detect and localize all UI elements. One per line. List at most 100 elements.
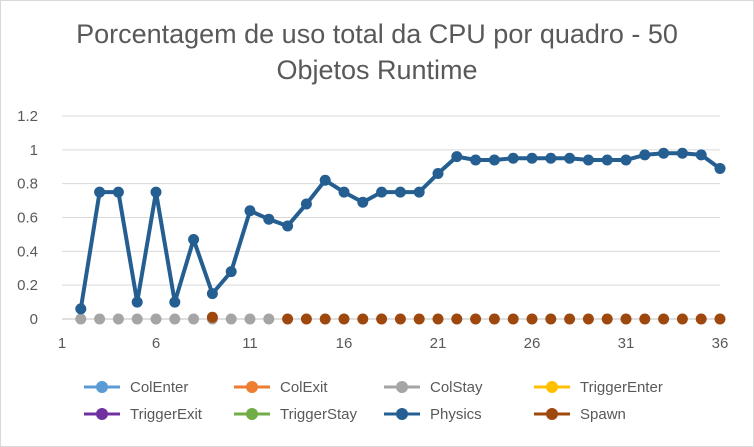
x-tick-label-1: 6 <box>152 335 160 352</box>
legend-label-triggerstay: TriggerStay <box>280 406 357 423</box>
data-point-physics <box>695 149 707 161</box>
data-point-physics <box>300 198 312 210</box>
data-point-physics <box>582 154 594 166</box>
data-point-spawn <box>488 313 500 325</box>
data-point-spawn <box>676 313 688 325</box>
data-point-spawn <box>394 313 406 325</box>
data-point-spawn <box>545 313 557 325</box>
chart-title-line-2: Objetos Runtime <box>276 55 478 85</box>
data-point-spawn <box>620 313 632 325</box>
data-point-physics <box>206 288 218 300</box>
data-point-physics <box>319 174 331 186</box>
data-point-physics <box>601 154 613 166</box>
x-tick-label-0: 1 <box>58 335 66 352</box>
data-point-physics <box>225 266 237 278</box>
data-point-physics <box>564 152 576 164</box>
legend-marker-triggerstay <box>246 408 258 420</box>
data-point-spawn <box>282 313 294 325</box>
y-tick-label-2: 0.4 <box>17 243 38 260</box>
x-tick-label-6: 31 <box>618 335 635 352</box>
data-point-physics <box>338 186 350 198</box>
data-point-spawn <box>582 313 594 325</box>
data-point-colstay <box>94 313 106 325</box>
data-point-spawn <box>639 313 651 325</box>
data-point-spawn <box>319 313 331 325</box>
data-point-spawn <box>413 313 425 325</box>
data-point-physics <box>75 303 87 315</box>
data-point-spawn <box>206 311 218 323</box>
data-point-colstay <box>244 313 256 325</box>
data-point-spawn <box>526 313 538 325</box>
legend-marker-colstay <box>396 381 408 393</box>
data-point-physics <box>413 186 425 198</box>
chart-title-line-1: Porcentagem de uso total da CPU por quad… <box>76 19 678 49</box>
data-point-physics <box>94 186 106 198</box>
data-point-spawn <box>451 313 463 325</box>
chart-title: Porcentagem de uso total da CPU por quad… <box>0 16 754 88</box>
legend-marker-spawn <box>546 408 558 420</box>
data-point-spawn <box>338 313 350 325</box>
data-point-colstay <box>75 313 87 325</box>
data-point-colstay <box>225 313 237 325</box>
y-tick-label-6: 1.2 <box>17 108 38 125</box>
data-point-physics <box>112 186 124 198</box>
data-point-spawn <box>470 313 482 325</box>
x-tick-label-2: 11 <box>242 335 258 352</box>
data-point-spawn <box>601 313 613 325</box>
data-point-physics <box>639 149 651 161</box>
legend-label-triggerexit: TriggerExit <box>130 406 203 423</box>
y-tick-label-3: 0.6 <box>17 210 38 227</box>
data-point-physics <box>507 152 519 164</box>
data-point-spawn <box>432 313 444 325</box>
y-tick-label-1: 0.2 <box>17 277 38 294</box>
data-point-colstay <box>150 313 162 325</box>
data-point-spawn <box>714 313 726 325</box>
data-point-physics <box>282 220 294 232</box>
x-tick-label-3: 16 <box>336 335 353 352</box>
data-point-colstay <box>112 313 124 325</box>
data-point-physics <box>658 147 670 159</box>
data-point-physics <box>620 154 632 166</box>
data-point-spawn <box>564 313 576 325</box>
data-point-spawn <box>300 313 312 325</box>
data-point-physics <box>131 296 143 308</box>
x-tick-label-4: 21 <box>430 335 447 352</box>
data-point-physics <box>676 147 688 159</box>
data-point-physics <box>357 196 369 208</box>
legend-label-colexit: ColExit <box>280 379 328 396</box>
data-point-physics <box>714 162 726 174</box>
data-point-physics <box>169 296 181 308</box>
y-tick-label-4: 0.8 <box>17 176 38 193</box>
y-tick-label-0: 0 <box>30 311 38 328</box>
legend-label-colenter: ColEnter <box>130 379 188 396</box>
legend-marker-triggerexit <box>96 408 108 420</box>
x-tick-label-7: 36 <box>712 335 729 352</box>
data-point-physics <box>188 233 200 245</box>
data-point-physics <box>470 154 482 166</box>
legend-marker-triggerenter <box>546 381 558 393</box>
legend-label-colstay: ColStay <box>430 379 483 396</box>
data-point-colstay <box>188 313 200 325</box>
data-point-physics <box>244 205 256 217</box>
data-point-physics <box>432 168 444 180</box>
data-point-colstay <box>169 313 181 325</box>
data-point-spawn <box>507 313 519 325</box>
data-point-physics <box>376 186 388 198</box>
data-point-colstay <box>131 313 143 325</box>
data-point-physics <box>526 152 538 164</box>
x-tick-label-5: 26 <box>524 335 541 352</box>
legend-label-triggerenter: TriggerEnter <box>580 379 663 396</box>
legend-label-physics: Physics <box>430 406 482 423</box>
data-point-physics <box>488 154 500 166</box>
data-point-spawn <box>376 313 388 325</box>
legend-marker-physics <box>396 408 408 420</box>
data-point-physics <box>263 213 275 225</box>
legend-marker-colenter <box>96 381 108 393</box>
data-point-physics <box>150 186 162 198</box>
data-point-physics <box>545 152 557 164</box>
legend-label-spawn: Spawn <box>580 406 626 423</box>
y-tick-label-5: 1 <box>30 142 38 159</box>
data-point-spawn <box>357 313 369 325</box>
data-point-physics <box>394 186 406 198</box>
